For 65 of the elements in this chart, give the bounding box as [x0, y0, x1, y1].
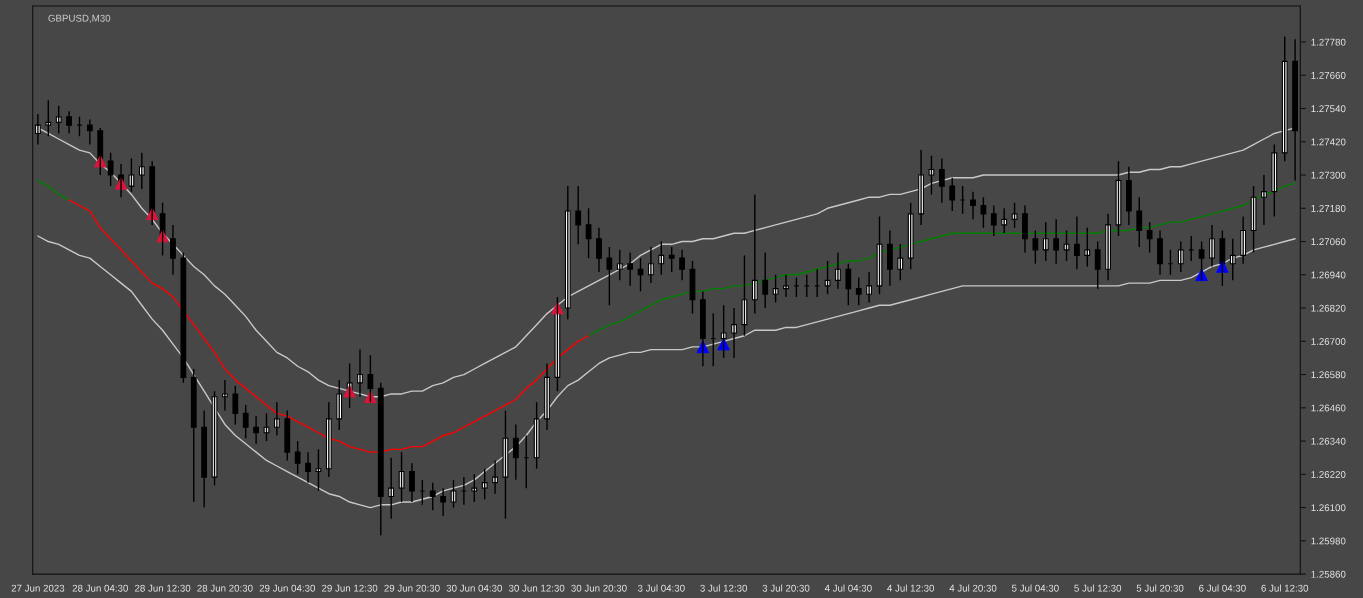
candlestick [315, 448, 322, 492]
x-tick-label: 30 Jun 04:30 [446, 584, 503, 592]
x-tick-label: 4 Jul 12:30 [887, 584, 935, 592]
y-tick-label: 1.26700 [1311, 338, 1346, 345]
candlestick [720, 304, 727, 359]
candlestick [855, 276, 862, 306]
candlestick [616, 249, 623, 282]
x-tick-label: 3 Jul 04:30 [637, 584, 685, 592]
x-tick-label: 4 Jul 04:30 [824, 584, 872, 592]
x-tick-label: 28 Jun 12:30 [134, 584, 191, 592]
y-tick-label: 1.27180 [1311, 205, 1346, 212]
candlestick [55, 105, 62, 135]
text: GBPUSD,M30 [48, 14, 111, 23]
candlestick [471, 473, 478, 503]
line-series [68, 199, 590, 453]
x-tick-label: 30 Jun 20:30 [571, 584, 627, 592]
candlestick [1136, 196, 1143, 248]
x-tick-label: 3 Jul 12:30 [700, 584, 748, 592]
y-tick-label: 1.27780 [1311, 38, 1346, 46]
candlestick [1198, 240, 1205, 282]
y-tick-label: 1.27420 [1311, 138, 1346, 146]
x-tick-label: 5 Jul 04:30 [1011, 584, 1059, 592]
candlestick [232, 384, 239, 426]
candlestick [294, 440, 301, 476]
y-tick-label: 1.25980 [1311, 537, 1346, 545]
y-tick-label: 1.26580 [1311, 371, 1346, 379]
candlestick [1094, 240, 1101, 290]
candlestick [990, 204, 997, 237]
candlestick [824, 260, 831, 295]
candlestick [336, 379, 343, 431]
y-tick-label: 1.26460 [1311, 404, 1346, 412]
x-tick-label: 28 Jun 04:30 [72, 584, 128, 592]
x-tick-label: 4 Jul 20:30 [949, 584, 997, 592]
candlestick [1011, 202, 1018, 229]
x-tick-label: 6 Jul 12:30 [1261, 584, 1309, 592]
y-tick-label: 1.25860 [1311, 570, 1346, 578]
x-tick-label: 3 Jul 20:30 [762, 584, 810, 592]
x-tick-label: 5 Jul 12:30 [1074, 584, 1122, 592]
y-tick-label: 1.26100 [1311, 504, 1346, 512]
candlestick [429, 481, 436, 512]
x-tick-label: 29 Jun 12:30 [321, 584, 378, 592]
y-tick-label: 1.27660 [1311, 71, 1346, 79]
x-tick-label: 28 Jun 20:30 [197, 584, 253, 592]
candlestick [949, 177, 956, 212]
candlestick [481, 468, 488, 500]
line-series [37, 235, 1296, 509]
x-tick-label: 30 Jun 12:30 [508, 584, 565, 592]
y-tick-label: 1.27300 [1311, 171, 1346, 179]
y-tick-label: 1.26940 [1311, 271, 1346, 279]
x-tick-label: 6 Jul 04:30 [1199, 584, 1246, 592]
candlestick [928, 154, 935, 196]
x-tick-label: 27 Jun 2023 [11, 584, 65, 592]
y-tick-label: 1.26220 [1311, 471, 1346, 478]
y-tick-label: 1.27060 [1311, 238, 1346, 246]
candlestick [1084, 226, 1091, 268]
candlestick [668, 246, 675, 273]
y-tick-label: 1.26340 [1311, 437, 1346, 445]
x-tick-label: 5 Jul 20:30 [1136, 584, 1184, 592]
x-tick-label: 29 Jun 04:30 [259, 584, 315, 592]
y-tick-label: 1.26820 [1311, 304, 1346, 312]
candlestick [45, 99, 52, 137]
candlestick [772, 274, 779, 304]
candlestick [128, 157, 135, 193]
x-tick-label: 29 Jun 20:30 [384, 584, 440, 592]
y-tick-label: 1.27540 [1311, 105, 1346, 113]
